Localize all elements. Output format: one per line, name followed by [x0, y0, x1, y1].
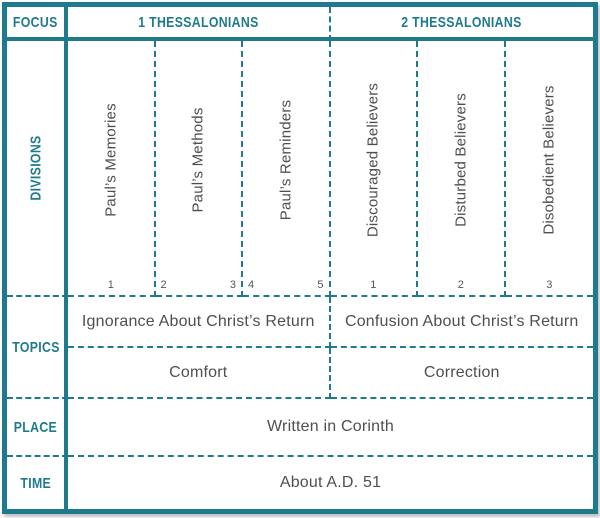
place-value-cell: Written in Corinth	[68, 399, 593, 457]
chapter-number: 1	[107, 279, 114, 291]
focus-book1-cell: 1 THESSALONIANS	[68, 7, 331, 41]
chapter-number: 4	[248, 279, 255, 291]
focus-book2-cell: 2 THESSALONIANS	[330, 7, 593, 41]
chapter-number: 2	[457, 279, 464, 291]
chapter-numbers: 1	[68, 279, 154, 291]
topic-cell-ignorance: Ignorance About Christ’s Return	[68, 297, 331, 348]
chapter-number: 3	[229, 279, 236, 291]
division-title: Paul’s Methods	[189, 107, 207, 213]
place-label: PLACE	[13, 418, 58, 436]
division-cell-pauls-reminders: Paul’s Reminders 4 5	[243, 41, 331, 297]
topic-cell-comfort: Comfort	[68, 348, 331, 399]
chapter-number: 2	[160, 279, 167, 291]
chapter-numbers: 2 3	[156, 279, 242, 291]
division-title: Paul’s Memories	[102, 103, 120, 218]
division-title: Paul’s Reminders	[277, 100, 295, 221]
book1-title: 1 THESSALONIANS	[138, 13, 259, 31]
divisions-label: DIVISIONS	[27, 135, 44, 201]
row-label-place: PLACE	[7, 399, 68, 457]
focus-label: FOCUS	[13, 13, 58, 31]
chapter-numbers: 2	[418, 279, 504, 291]
division-title: Disobedient Believers	[540, 85, 558, 236]
chapter-number: 3	[546, 279, 553, 291]
chapter-number: 1	[370, 279, 377, 291]
chapter-number: 5	[317, 279, 324, 291]
topic-cell-correction: Correction	[330, 348, 593, 399]
book2-title: 2 THESSALONIANS	[401, 13, 522, 31]
division-title: Discouraged Believers	[364, 83, 382, 238]
row-label-time: TIME	[7, 457, 68, 509]
row-label-focus: FOCUS	[7, 7, 68, 41]
chart-grid: FOCUS 1 THESSALONIANS 2 THESSALONIANS DI…	[7, 7, 593, 509]
time-label: TIME	[20, 474, 51, 492]
division-cell-discouraged-believers: Discouraged Believers 1	[330, 41, 418, 297]
division-title: Disturbed Believers	[452, 93, 470, 228]
topic-cell-confusion: Confusion About Christ’s Return	[330, 297, 593, 348]
row-label-topics: TOPICS	[7, 297, 68, 399]
topics-label: TOPICS	[11, 338, 60, 356]
division-cell-disturbed-believers: Disturbed Believers 2	[418, 41, 506, 297]
division-cell-disobedient-believers: Disobedient Believers 3	[505, 41, 594, 297]
chapter-numbers: 4 5	[243, 279, 329, 291]
chapter-numbers: 3	[506, 279, 594, 291]
division-cell-pauls-memories: Paul’s Memories 1	[68, 41, 156, 297]
time-value-cell: About A.D. 51	[68, 457, 593, 509]
chapter-numbers: 1	[331, 279, 417, 291]
row-label-divisions: DIVISIONS	[7, 41, 68, 297]
division-cell-pauls-methods: Paul’s Methods 2 3	[155, 41, 243, 297]
